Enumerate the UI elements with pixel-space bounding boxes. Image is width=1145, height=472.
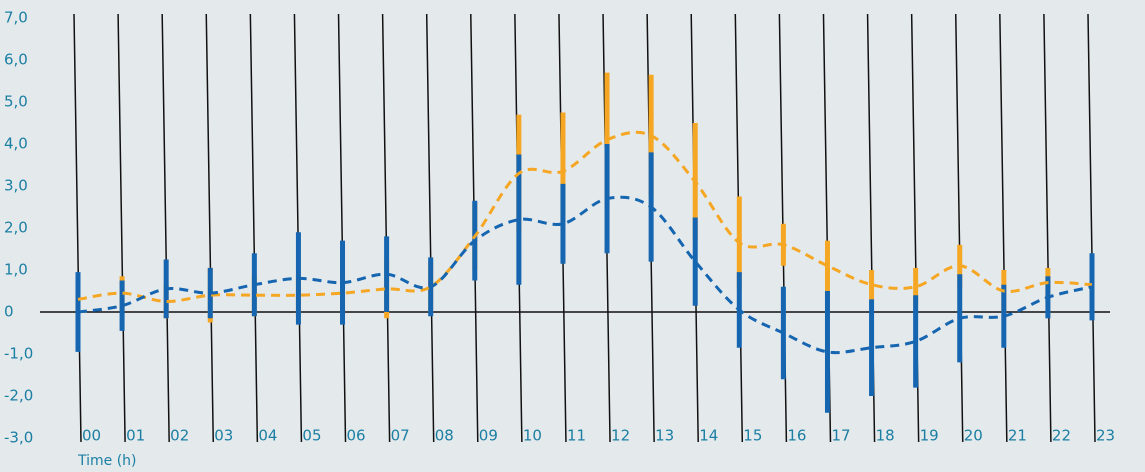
category-line: [1043, 13, 1052, 443]
x-tick-label: 00: [82, 427, 101, 445]
category-line: [293, 13, 303, 443]
x-axis-label: Time (h): [77, 453, 137, 469]
x-tick-label: 08: [435, 427, 454, 445]
y-tick-label: 2,0: [4, 219, 28, 237]
y-tick-label: 5,0: [4, 93, 28, 111]
y-tick-label: 1,0: [4, 261, 28, 279]
x-tick-label: 15: [743, 427, 762, 445]
series-line: [77, 130, 1093, 304]
x-tick-label: 22: [1052, 427, 1071, 445]
x-tick-label: 21: [1008, 427, 1027, 445]
y-tick-label: -3,0: [4, 429, 33, 447]
x-tick-label: 05: [302, 427, 321, 445]
x-tick-label: 03: [214, 427, 233, 445]
x-tick-label: 16: [787, 427, 806, 445]
x-tick-label: 12: [611, 427, 630, 445]
y-tick-label: -2,0: [4, 387, 33, 405]
category-line: [249, 13, 259, 443]
x-tick-label: 06: [347, 427, 366, 445]
x-tick-label: 01: [126, 427, 145, 445]
category-line: [1087, 13, 1096, 443]
category-line: [73, 13, 82, 443]
x-tick-label: 19: [920, 427, 939, 445]
category-line: [425, 13, 435, 443]
x-tick-label: 10: [523, 427, 542, 445]
series-line: [77, 195, 1093, 355]
x-tick-label: 04: [258, 427, 277, 445]
category-line: [381, 13, 391, 443]
category-line: [117, 13, 126, 443]
y-tick-label: 6,0: [4, 51, 28, 69]
x-tick-label: 11: [567, 427, 586, 445]
x-tick-label: 20: [964, 427, 983, 445]
category-line: [337, 13, 347, 443]
x-tick-label: 09: [479, 427, 498, 445]
x-tick-label: 07: [391, 427, 410, 445]
y-tick-label: 7,0: [4, 9, 28, 27]
y-tick-label: -1,0: [4, 345, 33, 363]
y-tick-label: 0: [4, 303, 14, 321]
x-tick-label: 02: [170, 427, 189, 445]
x-tick-label: 14: [699, 427, 718, 445]
x-tick-label: 13: [655, 427, 674, 445]
y-tick-label: 4,0: [4, 135, 28, 153]
x-tick-label: 17: [831, 427, 850, 445]
category-line: [205, 13, 215, 443]
category-line: [954, 13, 964, 443]
x-tick-label: 18: [876, 427, 895, 445]
x-tick-label: 23: [1096, 427, 1115, 445]
y-tick-label: 3,0: [4, 177, 28, 195]
category-line: [161, 13, 170, 443]
category-line: [999, 13, 1008, 443]
